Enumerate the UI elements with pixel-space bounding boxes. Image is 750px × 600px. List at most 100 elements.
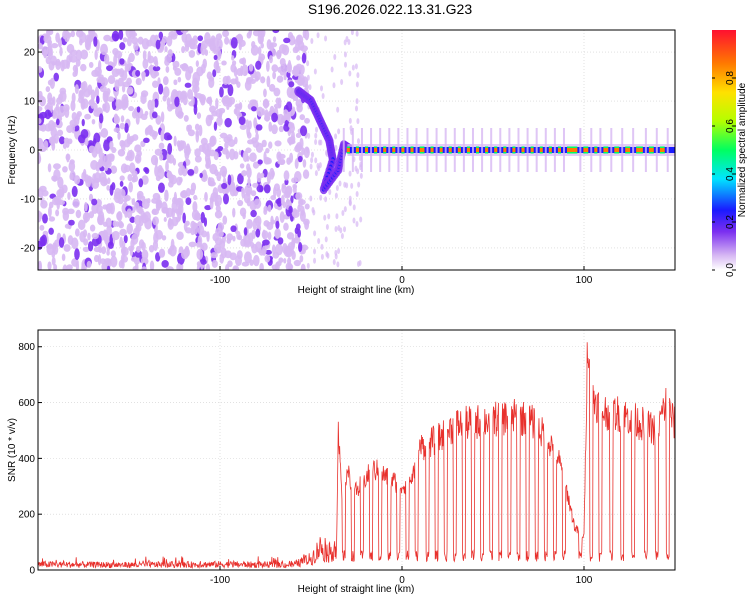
carrier-hot — [410, 148, 414, 152]
carrier-edge — [594, 146, 598, 148]
noise-speck — [159, 153, 164, 161]
noise-speck — [356, 72, 360, 79]
noise-speck — [176, 231, 184, 241]
noise-speck — [227, 97, 233, 108]
carrier-edge — [648, 152, 654, 154]
carrier-edge — [457, 146, 461, 148]
noise-speck — [208, 76, 215, 82]
carrier-edge — [355, 152, 359, 154]
noise-speck — [306, 147, 310, 154]
noise-speck — [177, 143, 183, 152]
noise-speck — [129, 162, 136, 174]
carrier-edge — [594, 152, 598, 154]
noise-speck — [208, 181, 216, 187]
noise-speck — [137, 205, 143, 215]
noise-speck — [295, 99, 304, 108]
carrier-hot — [374, 148, 378, 152]
noise-speck — [310, 157, 314, 164]
noise-speck — [91, 203, 99, 214]
noise-speck — [314, 138, 318, 145]
noise-speck — [217, 222, 225, 231]
noise-speck — [114, 79, 120, 92]
snr-series-line — [38, 342, 675, 570]
carrier-edge — [557, 152, 561, 154]
noise-speck — [110, 255, 118, 268]
noise-speck — [156, 204, 160, 211]
snr-xtick-label: -100 — [210, 575, 230, 586]
noise-speck — [106, 249, 110, 256]
noise-speck — [107, 61, 114, 67]
noise-speck — [217, 230, 224, 238]
noise-speck — [190, 43, 198, 50]
noise-speck — [152, 216, 159, 226]
noise-speck — [263, 88, 267, 98]
noise-speck — [309, 163, 313, 170]
carrier-hot — [439, 148, 443, 152]
carrier-edge — [410, 152, 414, 154]
noise-speck — [292, 184, 297, 195]
carrier-edge — [457, 152, 461, 154]
noise-speck — [105, 217, 112, 228]
noise-speck — [350, 182, 354, 189]
noise-speck — [268, 55, 273, 64]
noise-speck — [286, 62, 293, 74]
noise-speck — [158, 31, 164, 40]
noise-speck — [153, 71, 160, 77]
noise-speck — [82, 246, 90, 253]
noise-speck — [54, 195, 62, 205]
carrier-edge — [539, 152, 543, 154]
noise-speck — [229, 148, 236, 161]
colorbar-tick-label: 0.8 — [725, 71, 736, 85]
noise-speck — [236, 230, 241, 240]
noise-speck — [141, 175, 149, 185]
noise-speck — [271, 64, 279, 73]
noise-speck — [270, 194, 277, 201]
noise-speck — [48, 136, 57, 145]
noise-speck — [123, 234, 128, 244]
noise-speck — [67, 235, 74, 245]
noise-speck — [222, 75, 229, 85]
noise-speck — [209, 197, 214, 210]
noise-speck — [263, 156, 271, 165]
noise-speck — [253, 217, 260, 224]
noise-speck — [246, 163, 251, 171]
noise-speck — [110, 165, 118, 174]
noise-speck — [313, 257, 317, 264]
noise-speck — [62, 166, 68, 173]
noise-speck — [91, 118, 96, 125]
noise-speck — [191, 95, 195, 106]
dropout-streak — [453, 128, 456, 172]
carrier-edge — [494, 152, 498, 154]
dropout-streak — [351, 128, 354, 172]
noise-speck — [124, 122, 129, 133]
noise-speck — [270, 219, 276, 225]
noise-speck — [297, 75, 302, 83]
noise-speck — [51, 175, 58, 182]
noise-speck — [67, 138, 73, 145]
noise-speck — [119, 180, 124, 187]
noise-speck — [287, 257, 292, 265]
snr-ytick-label: 400 — [18, 454, 35, 465]
noise-speck — [72, 71, 77, 78]
noise-speck — [241, 170, 248, 177]
noise-speck — [296, 55, 301, 61]
noise-speck — [200, 63, 206, 74]
carrier-hot — [648, 148, 654, 152]
carrier-edge — [355, 146, 359, 148]
noise-speck — [184, 82, 192, 88]
noise-speck — [48, 227, 54, 235]
colorbar-gradient — [712, 30, 736, 270]
carrier-edge — [374, 152, 378, 154]
dropout-streak — [590, 128, 593, 172]
noise-speck — [227, 174, 232, 186]
noise-speck — [282, 44, 290, 56]
noise-speck — [187, 129, 195, 137]
noise-speck — [232, 235, 236, 242]
noise-speck — [343, 39, 347, 46]
noise-speck — [249, 99, 257, 106]
dropout-streak — [526, 128, 529, 172]
noise-speck — [56, 97, 63, 105]
noise-speck — [343, 51, 347, 58]
carrier-edge — [512, 146, 516, 148]
